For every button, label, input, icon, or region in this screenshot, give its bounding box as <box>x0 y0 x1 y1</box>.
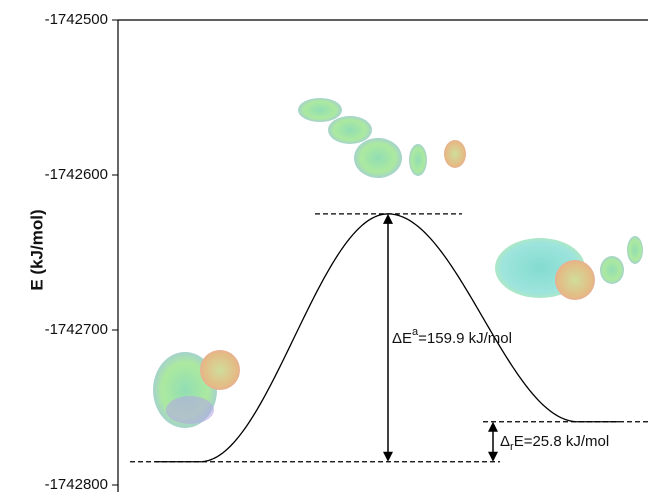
chart: E (kJ/mol) -1742800 -1742700 -1742600 -1742… <box>0 0 648 492</box>
molecule-product <box>495 236 643 300</box>
reaction-arrow-head-bottom <box>488 452 498 462</box>
annotation-part: =159.9 kJ/mol <box>418 330 512 347</box>
y-axis-label: E (kJ/mol) <box>27 209 46 290</box>
annotation-part: E=25.8 kJ/mol <box>514 433 609 450</box>
y-tick-label: -1742700 <box>45 321 108 338</box>
y-tick-label: -1742800 <box>45 476 108 492</box>
molecule-ts <box>298 98 466 178</box>
y-tick-label: -1742500 <box>45 11 108 28</box>
reaction-arrow <box>488 422 498 462</box>
annotation-part: ΔE <box>392 330 412 347</box>
annotation-part: Δ <box>500 433 510 450</box>
y-tick-label: -1742600 <box>45 166 108 183</box>
reaction-arrow-head-top <box>488 422 498 432</box>
activation-arrow-head-bottom <box>383 452 393 462</box>
annotation: ΔrE=25.8 kJ/mol <box>500 433 609 453</box>
annotation: ΔEa=159.9 kJ/mol <box>392 326 512 347</box>
molecule-reactant <box>153 350 240 428</box>
activation-arrow-head-top <box>383 214 393 224</box>
